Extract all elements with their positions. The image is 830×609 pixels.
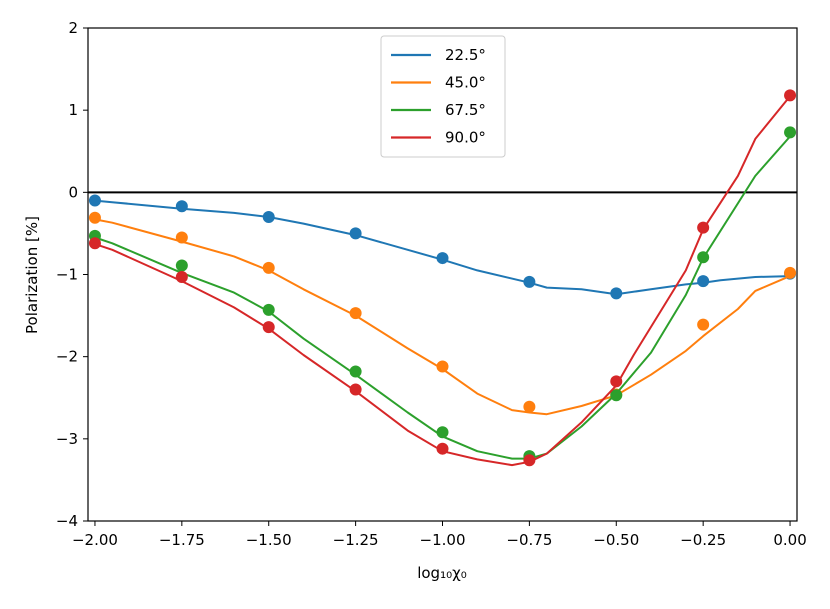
y-tick-label: 0: [68, 183, 78, 201]
x-tick-label: −1.00: [420, 531, 466, 549]
data-point: [349, 227, 362, 240]
x-tick-label: −1.50: [246, 531, 292, 549]
data-point: [697, 221, 710, 234]
legend-label: 90.0°: [445, 129, 486, 147]
data-point: [88, 194, 101, 207]
data-point: [523, 275, 536, 288]
y-tick-label: −3: [56, 430, 78, 448]
data-point: [175, 270, 188, 283]
data-point: [436, 426, 449, 439]
data-point: [262, 210, 275, 223]
data-point: [262, 261, 275, 274]
data-point: [610, 389, 623, 402]
x-tick-label: −0.25: [680, 531, 726, 549]
x-tick-label: −1.25: [333, 531, 379, 549]
series-line: [94, 135, 791, 460]
data-point: [436, 360, 449, 373]
y-tick-label: −4: [56, 512, 78, 530]
series-line: [94, 95, 791, 467]
data-point: [523, 454, 536, 467]
x-tick-label: −0.75: [506, 531, 552, 549]
legend: 22.5° 45.0° 67.5° 90.0°: [380, 35, 506, 158]
data-point: [262, 303, 275, 316]
series-line: [94, 218, 791, 416]
x-axis-label: log₁₀χ₀: [417, 564, 467, 582]
data-point: [349, 383, 362, 396]
data-point: [697, 318, 710, 331]
data-point: [697, 251, 710, 264]
y-tick-label: −1: [56, 266, 78, 284]
y-tick-label: 2: [68, 19, 78, 37]
data-point: [175, 231, 188, 244]
data-point: [436, 442, 449, 455]
x-tick-label: −1.75: [159, 531, 205, 549]
legend-label: 67.5°: [445, 101, 486, 119]
legend-label: 45.0°: [445, 74, 486, 92]
legend-frame: [380, 35, 506, 158]
data-point: [610, 375, 623, 388]
y-axis-label: Polarization [%]: [23, 216, 41, 334]
y-axis: −4 −3 −2 −1 0 1 2: [56, 19, 88, 530]
data-point: [175, 200, 188, 213]
x-tick-label: −2.00: [72, 531, 118, 549]
data-point: [784, 126, 797, 139]
data-point: [784, 89, 797, 102]
data-point: [88, 237, 101, 250]
y-tick-label: 1: [68, 101, 78, 119]
data-point: [436, 252, 449, 265]
data-point: [349, 307, 362, 320]
data-point: [175, 259, 188, 272]
x-tick-label: 0.00: [773, 531, 806, 549]
data-point: [784, 266, 797, 279]
series-layer: [88, 89, 797, 467]
legend-label: 22.5°: [445, 46, 486, 64]
data-point: [610, 287, 623, 300]
data-point: [88, 211, 101, 224]
data-point: [349, 365, 362, 378]
data-point: [523, 400, 536, 413]
data-point: [697, 275, 710, 288]
x-tick-label: −0.50: [593, 531, 639, 549]
data-point: [262, 321, 275, 334]
x-axis: −2.00 −1.75 −1.50 −1.25 −1.00 −0.75 −0.50 −0.25…: [72, 521, 807, 549]
y-tick-label: −2: [56, 348, 78, 366]
